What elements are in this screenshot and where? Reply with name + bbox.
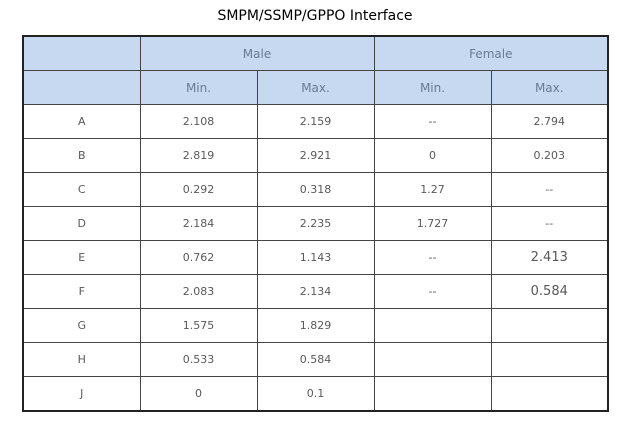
row-label: F	[22, 274, 141, 309]
table-cell: 2.083	[139, 274, 258, 309]
table-row: C 0.292 0.318 1.27 --	[22, 172, 609, 207]
row-label: D	[22, 206, 141, 241]
group-header: Female	[373, 35, 609, 71]
table-cell	[373, 376, 492, 412]
table-row: F 2.083 2.134 -- 0.584	[22, 274, 609, 309]
table-cell	[373, 342, 492, 377]
table-cell: 0.584	[490, 274, 609, 309]
header-cell	[22, 35, 141, 71]
table-cell: --	[373, 240, 492, 275]
table-cell: 2.235	[256, 206, 375, 241]
table-cell: 2.413	[490, 240, 609, 275]
table-cell: 0	[139, 376, 258, 412]
subheader: Max.	[256, 70, 375, 105]
header-row: Male Female	[22, 35, 609, 71]
table-row: G 1.575 1.829	[22, 308, 609, 343]
table-row: E 0.762 1.143 -- 2.413	[22, 240, 609, 275]
row-label: H	[22, 342, 141, 377]
table-cell: 1.575	[139, 308, 258, 343]
table-cell: 0	[373, 138, 492, 173]
table-cell: 1.143	[256, 240, 375, 275]
header-cell	[22, 70, 141, 105]
row-label: E	[22, 240, 141, 275]
table-cell: 0.533	[139, 342, 258, 377]
row-label: G	[22, 308, 141, 343]
table-cell: 2.921	[256, 138, 375, 173]
table-row: H 0.533 0.584	[22, 342, 609, 377]
table-cell	[490, 376, 609, 412]
table-cell: 0.203	[490, 138, 609, 173]
table-cell: 0.584	[256, 342, 375, 377]
subheader: Min.	[373, 70, 492, 105]
group-header: Male	[139, 35, 375, 71]
table-cell: 2.134	[256, 274, 375, 309]
subheader: Min.	[139, 70, 258, 105]
table-cell: --	[373, 104, 492, 139]
row-label: A	[22, 104, 141, 139]
table-row: J 0 0.1	[22, 376, 609, 412]
table-cell: 0.292	[139, 172, 258, 207]
table-cell: 2.184	[139, 206, 258, 241]
table-cell: --	[373, 274, 492, 309]
table-cell	[490, 342, 609, 377]
table-cell: 0.318	[256, 172, 375, 207]
table-cell: 2.108	[139, 104, 258, 139]
table-cell: 0.762	[139, 240, 258, 275]
table-cell: 2.819	[139, 138, 258, 173]
table-cell: --	[490, 172, 609, 207]
subheader-row: Min. Max. Min. Max.	[22, 70, 609, 105]
table-row: D 2.184 2.235 1.727 --	[22, 206, 609, 241]
row-label: J	[22, 376, 141, 412]
table-cell: 0.1	[256, 376, 375, 412]
table-cell: 1.27	[373, 172, 492, 207]
table-row: B 2.819 2.921 0 0.203	[22, 138, 609, 173]
data-table: Male Female Min. Max. Min. Max. A 2.108 2.…	[22, 35, 610, 412]
table-cell: 2.794	[490, 104, 609, 139]
table-row: A 2.108 2.159 -- 2.794	[22, 104, 609, 139]
row-label: B	[22, 138, 141, 173]
table-cell: 1.727	[373, 206, 492, 241]
table-cell: --	[490, 206, 609, 241]
row-label: C	[22, 172, 141, 207]
table-cell: 1.829	[256, 308, 375, 343]
subheader: Max.	[490, 70, 609, 105]
title: SMPM/SSMP/GPPO Interface	[217, 8, 413, 24]
table-cell: 2.159	[256, 104, 375, 139]
table-cell	[373, 308, 492, 343]
table-cell	[490, 308, 609, 343]
table-body: A 2.108 2.159 -- 2.794 B 2.819 2.921 0 0.203 C 0.29…	[22, 104, 609, 412]
